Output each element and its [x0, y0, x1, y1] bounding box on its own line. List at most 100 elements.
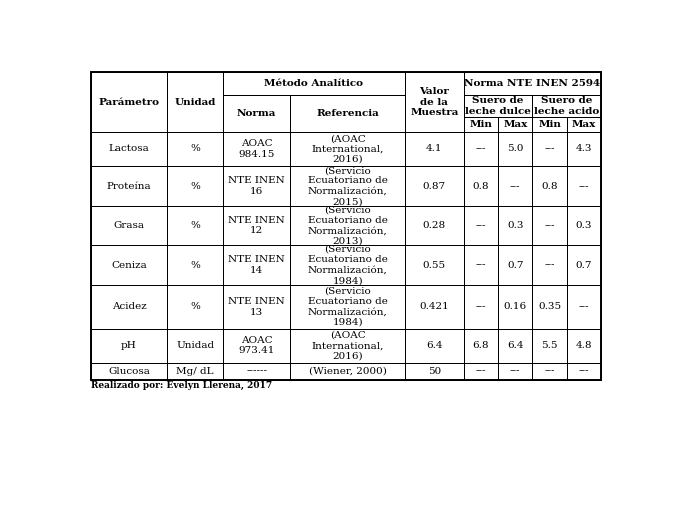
Bar [498, 117, 533, 132]
Bar [533, 329, 567, 363]
Bar [567, 363, 601, 380]
Text: Grasa: Grasa [113, 221, 144, 230]
Bar [90, 329, 167, 363]
Text: 5.0: 5.0 [507, 145, 524, 154]
Bar [290, 166, 405, 206]
Text: ---: --- [544, 145, 555, 154]
Bar [533, 166, 567, 206]
Bar [223, 285, 290, 329]
Bar [290, 132, 405, 166]
Bar [498, 132, 533, 166]
Text: Método Analítico: Método Analítico [265, 79, 363, 88]
Text: ---: --- [578, 303, 589, 312]
Text: ---: --- [578, 366, 589, 375]
Text: (Servicio
Ecuatoriano de
Normalización,
1984): (Servicio Ecuatoriano de Normalización, … [308, 245, 387, 285]
Text: (Wiener, 2000): (Wiener, 2000) [308, 366, 387, 375]
Text: 0.55: 0.55 [423, 260, 446, 269]
Text: 5.5: 5.5 [541, 341, 558, 350]
Text: Ceniza: Ceniza [111, 260, 147, 269]
Bar [464, 117, 498, 132]
Bar [405, 166, 464, 206]
Text: Min: Min [469, 120, 492, 129]
Bar [405, 285, 464, 329]
Bar [290, 363, 405, 380]
Bar [167, 363, 223, 380]
Bar [464, 166, 498, 206]
Bar [223, 72, 405, 95]
Text: Norma: Norma [237, 109, 276, 118]
Text: 0.3: 0.3 [507, 221, 524, 230]
Text: 0.8: 0.8 [541, 182, 558, 191]
Text: ---: --- [578, 182, 589, 191]
Text: 0.3: 0.3 [576, 221, 592, 230]
Text: (AOAC
International,
2016): (AOAC International, 2016) [312, 331, 384, 361]
Bar [290, 245, 405, 285]
Bar [290, 206, 405, 245]
Bar [405, 132, 464, 166]
Text: 0.7: 0.7 [507, 260, 524, 269]
Text: %: % [190, 145, 200, 154]
Text: Unidad: Unidad [174, 98, 216, 107]
Text: %: % [190, 182, 200, 191]
Bar [90, 285, 167, 329]
Text: ---: --- [476, 366, 486, 375]
Text: ---: --- [476, 221, 486, 230]
Bar [464, 72, 601, 95]
Bar [464, 285, 498, 329]
Text: (Servicio
Ecuatoriano de
Normalización,
1984): (Servicio Ecuatoriano de Normalización, … [308, 287, 387, 327]
Text: 6.8: 6.8 [472, 341, 489, 350]
Bar [567, 117, 601, 132]
Bar [464, 95, 533, 117]
Text: 0.7: 0.7 [576, 260, 592, 269]
Text: ---: --- [544, 366, 555, 375]
Bar [464, 206, 498, 245]
Text: 0.16: 0.16 [504, 303, 526, 312]
Bar [405, 245, 464, 285]
Text: Suero de
leche dulce: Suero de leche dulce [465, 96, 531, 116]
Bar [498, 285, 533, 329]
Text: Valor
de la
Muestra: Valor de la Muestra [410, 87, 458, 117]
Text: NTE INEN
16: NTE INEN 16 [228, 176, 285, 196]
Bar [498, 166, 533, 206]
Text: 0.35: 0.35 [538, 303, 561, 312]
Text: Mg/ dL: Mg/ dL [176, 366, 214, 375]
Text: %: % [190, 303, 200, 312]
Text: ---: --- [476, 145, 486, 154]
Bar [464, 329, 498, 363]
Bar [464, 132, 498, 166]
Bar [167, 329, 223, 363]
Bar [405, 329, 464, 363]
Text: Acidez: Acidez [111, 303, 146, 312]
Bar [223, 95, 290, 132]
Bar [223, 245, 290, 285]
Text: ---: --- [476, 260, 486, 269]
Bar [290, 285, 405, 329]
Text: Parámetro: Parámetro [99, 98, 159, 107]
Bar [405, 363, 464, 380]
Bar [567, 132, 601, 166]
Text: ---: --- [476, 303, 486, 312]
Bar [498, 363, 533, 380]
Text: 0.28: 0.28 [423, 221, 446, 230]
Bar [290, 95, 405, 132]
Bar [567, 285, 601, 329]
Bar [533, 132, 567, 166]
Text: Realizado por: Evelyn Llerena, 2017: Realizado por: Evelyn Llerena, 2017 [90, 381, 272, 390]
Bar [167, 245, 223, 285]
Bar [223, 363, 290, 380]
Bar [290, 329, 405, 363]
Bar [533, 206, 567, 245]
Text: Referencia: Referencia [317, 109, 379, 118]
Text: Max: Max [503, 120, 527, 129]
Bar [533, 117, 567, 132]
Bar [533, 95, 601, 117]
Bar [223, 206, 290, 245]
Bar [90, 72, 601, 380]
Bar [498, 206, 533, 245]
Bar [405, 72, 464, 132]
Text: ---: --- [510, 182, 520, 191]
Bar [167, 166, 223, 206]
Bar [567, 166, 601, 206]
Text: pH: pH [121, 341, 137, 350]
Bar [167, 285, 223, 329]
